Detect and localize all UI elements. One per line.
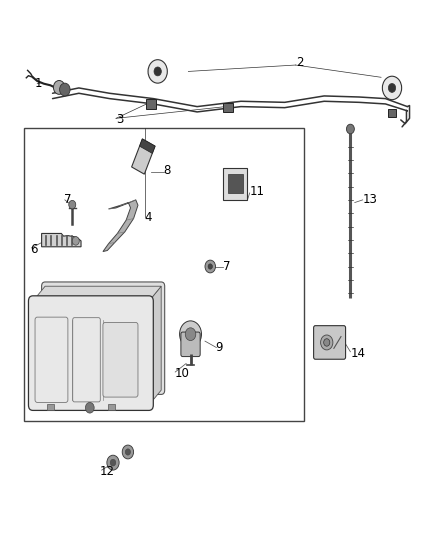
Circle shape	[154, 67, 161, 76]
Circle shape	[110, 459, 116, 466]
Circle shape	[85, 402, 94, 413]
Text: 11: 11	[250, 185, 265, 198]
FancyBboxPatch shape	[314, 326, 346, 359]
Circle shape	[60, 83, 70, 96]
Polygon shape	[131, 139, 155, 174]
Circle shape	[180, 321, 201, 348]
Text: 7: 7	[64, 193, 71, 206]
Text: 6: 6	[30, 243, 37, 256]
Circle shape	[389, 84, 396, 92]
Polygon shape	[103, 200, 138, 252]
Text: 12: 12	[100, 465, 115, 478]
Circle shape	[346, 124, 354, 134]
Circle shape	[69, 200, 76, 209]
Polygon shape	[149, 286, 161, 405]
Text: 8: 8	[163, 164, 170, 177]
Text: 13: 13	[363, 193, 378, 206]
Bar	[228, 174, 243, 193]
Circle shape	[205, 260, 215, 273]
Polygon shape	[140, 139, 155, 154]
Circle shape	[72, 237, 79, 245]
Text: 10: 10	[174, 367, 189, 379]
FancyBboxPatch shape	[28, 296, 153, 410]
Text: 4: 4	[145, 211, 152, 224]
Circle shape	[148, 60, 167, 83]
Circle shape	[321, 335, 333, 350]
Bar	[223, 103, 233, 112]
Bar	[24, 128, 304, 421]
Bar	[108, 404, 115, 410]
Text: 1: 1	[35, 77, 42, 90]
Circle shape	[107, 455, 119, 470]
Bar	[47, 404, 54, 410]
Polygon shape	[42, 233, 81, 247]
Circle shape	[53, 80, 65, 94]
FancyBboxPatch shape	[181, 332, 200, 357]
Text: 9: 9	[215, 341, 223, 354]
Bar	[388, 109, 396, 117]
Polygon shape	[33, 286, 161, 301]
Text: 3: 3	[116, 114, 124, 126]
Bar	[223, 168, 247, 200]
Circle shape	[382, 76, 402, 100]
Circle shape	[125, 449, 131, 455]
Bar	[146, 99, 156, 109]
Text: 2: 2	[296, 56, 303, 69]
Circle shape	[208, 264, 212, 269]
Circle shape	[324, 339, 330, 346]
Circle shape	[185, 328, 196, 341]
Text: 14: 14	[350, 347, 365, 360]
FancyBboxPatch shape	[42, 282, 165, 394]
Text: 7: 7	[223, 260, 230, 273]
FancyBboxPatch shape	[103, 322, 138, 397]
Circle shape	[122, 445, 134, 459]
